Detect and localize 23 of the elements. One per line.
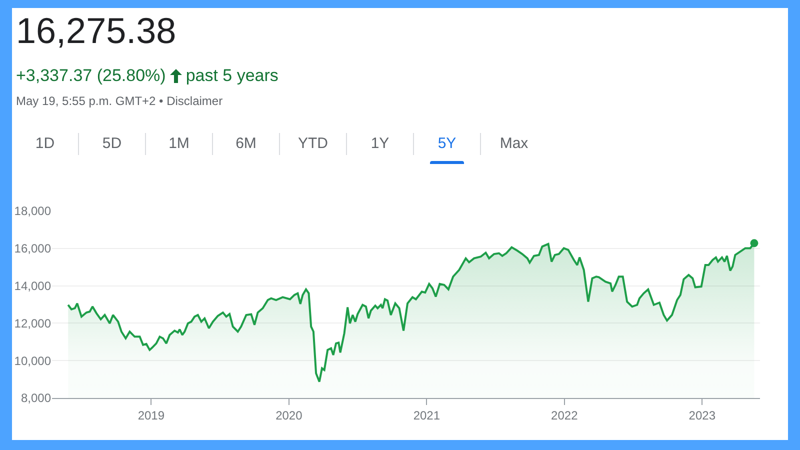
text: May 19, 5:55 p.m. GMT+2 • Disclaimer [16, 94, 223, 108]
y-tick-label: 14,000 [14, 279, 52, 293]
text: Max [500, 135, 528, 152]
text: 5D [102, 135, 122, 152]
x-tick-label: 2022 [551, 408, 578, 422]
x-tick-label: 2020 [276, 408, 303, 422]
text: 5Y [438, 135, 456, 152]
text: 6M [236, 135, 256, 152]
x-tick-label: 2023 [688, 408, 716, 422]
y-tick-label: 16,000 [14, 242, 52, 256]
text: 1Y [370, 135, 390, 152]
text: past 5 years [186, 66, 278, 86]
x-tick-label: 2021 [413, 408, 440, 422]
text: 1M [168, 135, 190, 152]
chart-title: 16,275.38 [16, 10, 176, 52]
chart-subtitle: +3,337.37 (25.80%) [16, 66, 166, 86]
y-tick-label: 8,000 [20, 391, 52, 406]
text: YTD [298, 135, 328, 152]
x-tick-label: 2019 [138, 408, 165, 422]
y-tick-label: 18,000 [14, 204, 52, 218]
y-tick-label: 12,000 [14, 316, 52, 330]
y-tick-label: 10,000 [14, 354, 52, 368]
text: 1D [35, 135, 55, 152]
